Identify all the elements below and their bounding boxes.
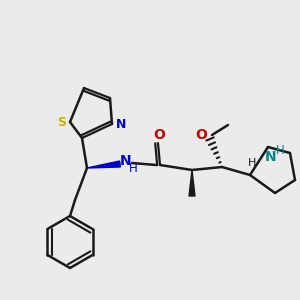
Text: H: H <box>248 158 256 168</box>
Text: N: N <box>120 154 132 168</box>
Text: O: O <box>153 128 165 142</box>
Text: H: H <box>129 163 137 176</box>
Text: S: S <box>58 116 67 128</box>
Polygon shape <box>189 170 195 196</box>
Text: H: H <box>276 145 284 158</box>
Polygon shape <box>87 161 120 168</box>
Text: O: O <box>195 128 207 142</box>
Text: N: N <box>116 118 126 130</box>
Text: N: N <box>265 150 277 164</box>
